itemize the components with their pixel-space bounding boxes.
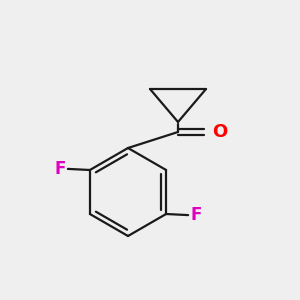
Text: O: O bbox=[212, 123, 227, 141]
Text: F: F bbox=[190, 206, 202, 224]
Text: F: F bbox=[55, 160, 66, 178]
